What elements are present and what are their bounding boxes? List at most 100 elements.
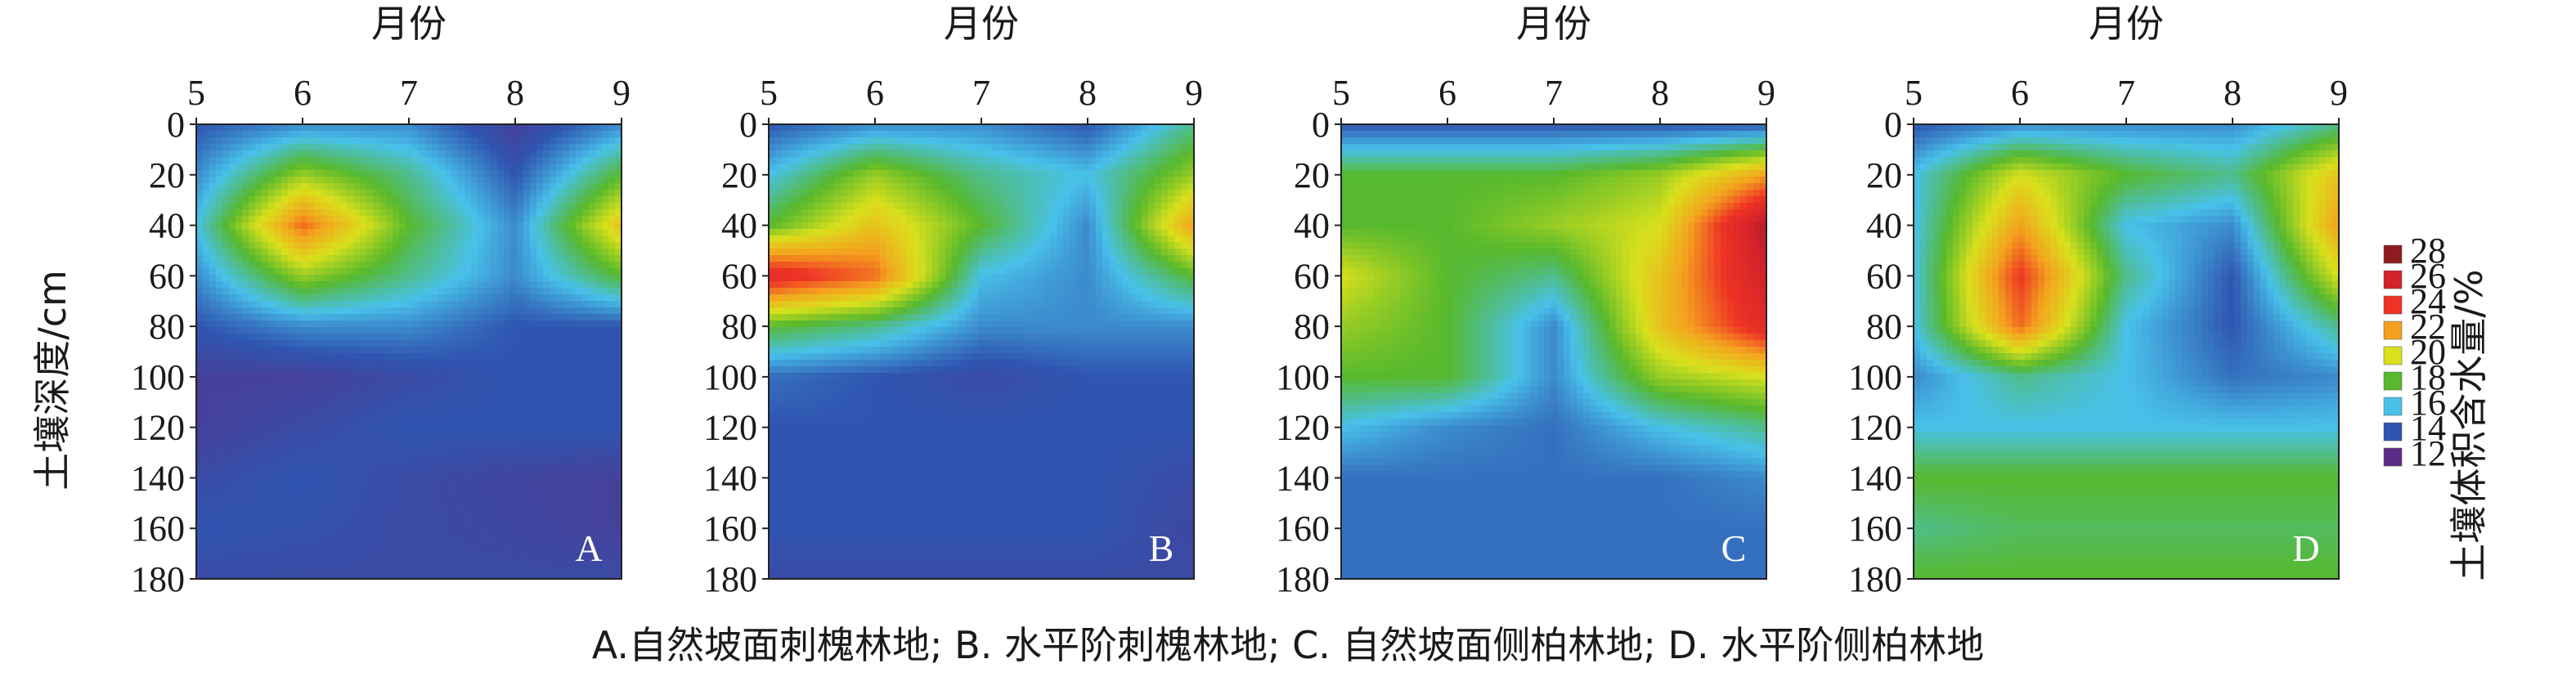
heat-cell	[471, 491, 478, 498]
heat-cell	[582, 150, 590, 158]
heat-cell	[556, 347, 563, 354]
heat-cell	[965, 124, 972, 132]
heat-cell	[321, 327, 328, 334]
heat-cell	[608, 497, 616, 504]
heat-cell	[523, 281, 531, 289]
heat-cell	[242, 510, 249, 518]
heat-cell	[464, 235, 472, 243]
heat-cell	[478, 523, 485, 531]
heat-cell	[873, 157, 881, 164]
heat-cell	[445, 438, 452, 446]
heat-cell	[294, 412, 302, 419]
heat-cell	[582, 294, 590, 302]
heat-cell	[530, 196, 537, 204]
heat-cell	[484, 563, 491, 570]
heat-cell	[504, 353, 511, 361]
heat-cell	[576, 563, 583, 570]
heat-cell	[203, 438, 210, 446]
heat-cell	[608, 196, 616, 204]
heat-cell	[268, 366, 276, 374]
heat-cell	[412, 549, 420, 557]
heat-cell	[301, 477, 308, 485]
heat-cell	[478, 373, 485, 380]
heat-cell	[379, 458, 387, 465]
heat-cell	[615, 366, 622, 374]
heat-cell	[314, 137, 321, 145]
heat-cell	[419, 438, 426, 446]
heat-cell	[294, 432, 302, 439]
heat-cell	[834, 131, 841, 138]
heat-cell	[216, 262, 223, 269]
heat-cell	[399, 242, 406, 249]
heat-cell	[451, 216, 459, 223]
heat-cell	[589, 576, 596, 580]
heat-cell	[536, 379, 544, 387]
heat-cell	[497, 491, 505, 498]
heat-cell	[347, 249, 354, 256]
heat-cell	[445, 373, 452, 380]
heat-cell	[602, 373, 609, 380]
heat-cell	[216, 406, 223, 413]
heat-cell	[347, 190, 354, 197]
heat-cell	[608, 563, 616, 570]
heat-cell	[242, 406, 249, 413]
heat-cell	[425, 373, 433, 380]
heat-cell	[268, 327, 276, 334]
heat-cell	[196, 373, 204, 380]
heat-cell	[438, 399, 446, 406]
heat-cell	[327, 530, 334, 537]
heat-cell	[196, 262, 204, 269]
heat-cell	[445, 432, 452, 439]
heat-cell	[268, 242, 276, 249]
heat-cell	[255, 523, 263, 531]
heat-cell	[556, 314, 563, 321]
heat-cell	[373, 334, 380, 341]
heat-cell	[510, 347, 518, 354]
heat-cell	[438, 360, 446, 367]
heat-cell	[386, 307, 393, 315]
heat-cell	[393, 576, 400, 580]
heat-cell	[615, 262, 622, 269]
heat-cell	[471, 432, 478, 439]
heat-cell	[275, 242, 282, 249]
heat-cell	[432, 347, 439, 354]
heat-cell	[353, 386, 361, 393]
heat-cell	[373, 131, 380, 138]
heat-cell	[471, 301, 478, 308]
heat-cell	[602, 222, 609, 230]
heat-cell	[438, 477, 446, 485]
heat-cell	[576, 471, 583, 478]
heat-cell	[550, 536, 557, 544]
heat-cell	[497, 366, 505, 374]
heat-cell	[893, 137, 900, 145]
heat-cell	[334, 517, 341, 524]
heat-cell	[393, 281, 400, 289]
heat-cell	[880, 157, 887, 164]
heat-cell	[530, 340, 537, 347]
heat-cell	[340, 438, 348, 446]
heat-cell	[517, 144, 524, 151]
heat-cell	[242, 497, 249, 504]
heat-cell	[464, 150, 472, 158]
heat-cell	[222, 451, 230, 459]
heat-cell	[497, 275, 505, 282]
heat-cell	[373, 314, 380, 321]
heat-cell	[334, 249, 341, 256]
heat-cell	[353, 216, 361, 223]
heat-cell	[366, 288, 374, 295]
heat-cell	[451, 536, 459, 544]
heat-cell	[307, 281, 315, 289]
heat-cell	[458, 334, 465, 341]
heat-cell	[386, 491, 393, 498]
heat-cell	[536, 255, 544, 262]
heat-cell	[340, 268, 348, 276]
heat-cell	[242, 275, 249, 282]
heat-cell	[517, 497, 524, 504]
heat-cell	[360, 321, 367, 328]
heat-cell	[451, 530, 459, 537]
heat-cell	[386, 543, 393, 550]
heat-cell	[1187, 144, 1195, 151]
heat-cell	[406, 549, 413, 557]
heat-cell	[255, 471, 263, 478]
heat-cell	[406, 471, 413, 478]
